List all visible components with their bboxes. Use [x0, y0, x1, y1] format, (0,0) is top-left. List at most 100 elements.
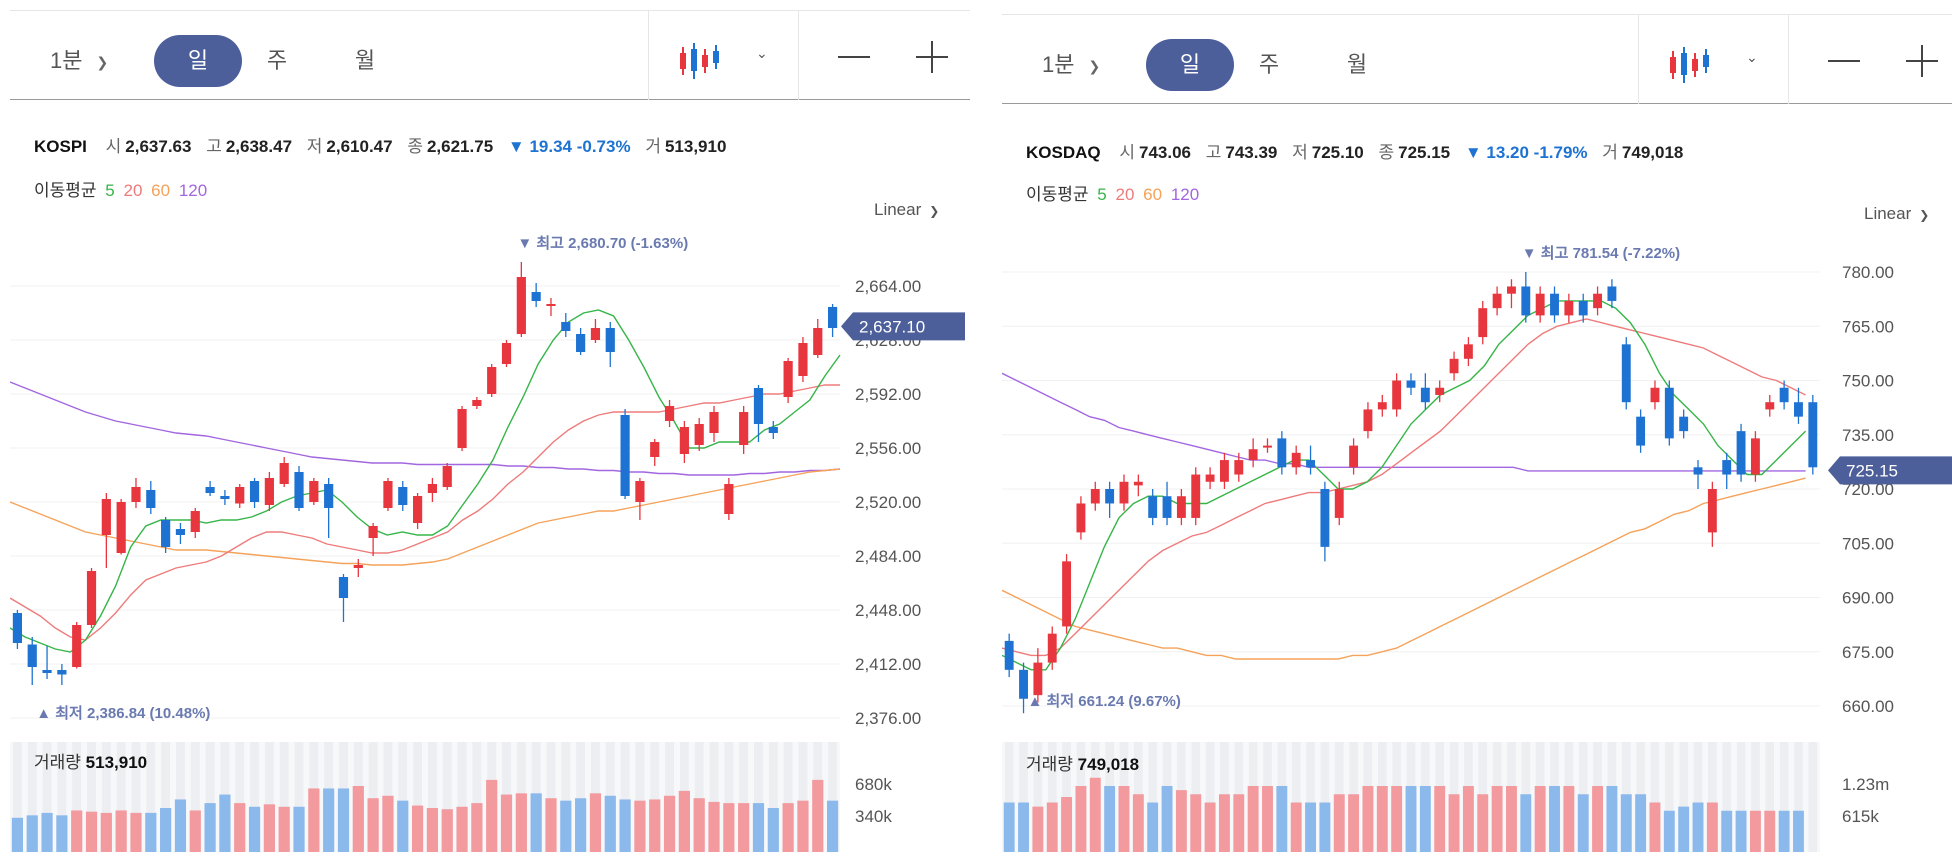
- high-annotation: ▼ 최고 781.54 (-7.22%): [1522, 244, 1680, 262]
- tab-month[interactable]: 월: [354, 48, 376, 73]
- zoom-in-button[interactable]: [910, 35, 954, 79]
- y-tick-label: 720.00: [1842, 480, 1894, 499]
- candle-body: [1420, 387, 1430, 403]
- moving-average-legend: 이동평균 5 20 60 120: [1026, 180, 1199, 205]
- volume-bar: [663, 795, 676, 852]
- volume-tick-label: 680k: [855, 775, 892, 794]
- volume-bar: [382, 795, 394, 852]
- tab-week[interactable]: 주: [1258, 52, 1280, 77]
- volume-bar: [812, 779, 824, 852]
- volume-bar: [1477, 794, 1489, 852]
- volume-bar: [41, 812, 53, 852]
- tab-week[interactable]: 주: [266, 48, 288, 73]
- kosdaq-chart[interactable]: 780.00 765.00 750.00 735.00 720.00 705.00 690.…: [1002, 224, 1952, 856]
- scale-selector[interactable]: Linear ❯: [874, 200, 939, 220]
- chart-type-chevron-icon[interactable]: ⌄: [1746, 49, 1758, 65]
- low-value: 2,610.47: [326, 137, 393, 156]
- candle-body: [739, 412, 749, 445]
- tab-month[interactable]: 월: [1346, 52, 1368, 77]
- volume-bar: [204, 803, 216, 852]
- candle-body: [1679, 416, 1689, 432]
- volume-bar: [1635, 794, 1647, 852]
- volume-bar: [1419, 786, 1431, 852]
- candlestick-icon[interactable]: [1668, 43, 1714, 87]
- volume-bar: [649, 799, 661, 852]
- candle-body: [249, 481, 260, 502]
- toolbar-divider: [1638, 15, 1639, 104]
- zoom-out-button[interactable]: [1822, 39, 1866, 83]
- toolbar-divider: [798, 11, 799, 100]
- candle-body: [1578, 300, 1588, 316]
- candle-body: [1507, 286, 1516, 294]
- volume-bar: [248, 806, 261, 852]
- volume-bar: [1606, 786, 1618, 852]
- volume-bar: [1663, 810, 1675, 852]
- candle-body: [1162, 496, 1172, 518]
- volume-bar: [1506, 786, 1517, 852]
- candle-body: [116, 502, 126, 553]
- candle-body: [324, 484, 334, 508]
- candle-body: [1808, 402, 1818, 468]
- candlestick-icon[interactable]: [678, 39, 724, 83]
- volume-bar: [174, 799, 187, 852]
- volume-bar: [1577, 794, 1589, 852]
- current-price-tag: 725.15: [1828, 456, 1952, 485]
- candle-body: [1320, 489, 1330, 547]
- price-tag-label: 2,637.10: [859, 317, 925, 336]
- volume-bar: [293, 806, 305, 852]
- volume-bar: [278, 806, 290, 852]
- candle-body: [487, 367, 497, 394]
- volume-bar: [1534, 786, 1546, 852]
- index-name: KOSPI: [34, 137, 87, 156]
- moving-average-legend: 이동평균 5 20 60 120: [34, 176, 207, 201]
- tab-day[interactable]: 일: [1146, 39, 1234, 91]
- volume-title-value: 513,910: [85, 753, 148, 772]
- toolbar-divider: [1788, 15, 1789, 104]
- volume-bar: [441, 809, 453, 852]
- candle-body: [531, 292, 541, 301]
- candle-body: [442, 466, 452, 487]
- zoom-out-button[interactable]: [832, 35, 876, 79]
- candle-body: [1693, 467, 1703, 475]
- volume-title-value: 749,018: [1077, 755, 1140, 774]
- interval-1m-dropdown[interactable]: 1분 ❯: [1042, 39, 1122, 91]
- volume-tick-label: 1.23m: [1842, 775, 1889, 794]
- candle-body: [1707, 489, 1717, 533]
- ma120-label: 120: [1170, 185, 1200, 204]
- candle-body: [1435, 387, 1445, 395]
- y-tick-label: 660.00: [1842, 697, 1894, 716]
- volume-bar: [560, 800, 572, 852]
- candle-body: [12, 613, 23, 643]
- volume-bar: [1032, 806, 1044, 852]
- volume-bar: [352, 786, 364, 852]
- candle-body: [1062, 561, 1072, 627]
- volume-bar: [1247, 786, 1259, 852]
- candle-body: [383, 481, 393, 508]
- candle-body: [1090, 489, 1100, 504]
- volume-bar: [1003, 802, 1015, 852]
- scale-label: Linear: [874, 200, 922, 219]
- chart-type-chevron-icon[interactable]: ⌄: [756, 45, 768, 61]
- interval-1m-dropdown[interactable]: 1분 ❯: [50, 35, 130, 87]
- ma60-label: 60: [1143, 185, 1163, 204]
- volume-bar: [456, 806, 468, 852]
- scale-selector[interactable]: Linear ❯: [1864, 204, 1929, 224]
- y-tick-label: 2,556.00: [855, 439, 921, 458]
- volume-title-label: 거래량: [1026, 755, 1073, 774]
- volume-bar: [1793, 810, 1804, 852]
- volume-bar: [367, 798, 379, 852]
- volume-bar: [723, 803, 735, 852]
- tab-day[interactable]: 일: [154, 35, 242, 87]
- low-label: 저: [306, 137, 323, 156]
- candle-body: [1334, 489, 1344, 518]
- ma5-line: [10, 309, 841, 653]
- candle-body: [679, 427, 689, 454]
- close-value: 725.15: [1398, 143, 1451, 162]
- zoom-in-button[interactable]: [1900, 39, 1944, 83]
- candle-body: [131, 487, 141, 502]
- candle-body: [768, 427, 778, 433]
- candle-body: [709, 412, 719, 433]
- volume-bar: [234, 803, 246, 852]
- kospi-chart[interactable]: 2,664.002,628.002,592.002,556.002,520.00…: [10, 220, 970, 856]
